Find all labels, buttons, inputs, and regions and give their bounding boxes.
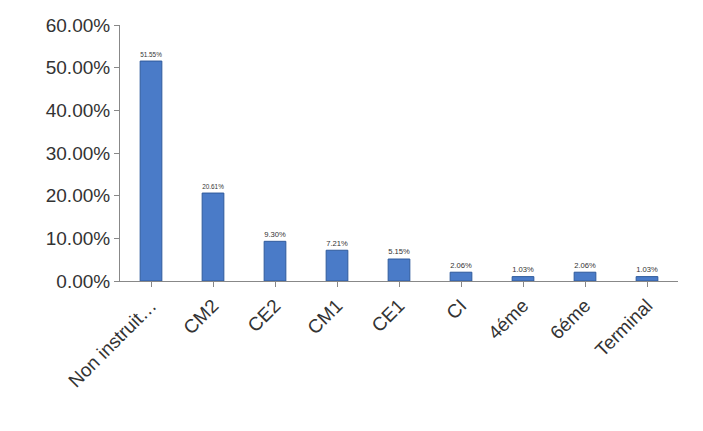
- svg-text:20.00%: 20.00%: [46, 185, 111, 206]
- svg-text:10.00%: 10.00%: [46, 228, 111, 249]
- svg-text:40.00%: 40.00%: [46, 100, 111, 121]
- svg-text:4éme: 4éme: [484, 295, 532, 343]
- svg-text:1.03%: 1.03%: [636, 265, 658, 274]
- svg-text:51.55%: 51.55%: [140, 51, 162, 58]
- svg-text:9.30%: 9.30%: [264, 230, 286, 239]
- svg-text:CE1: CE1: [368, 295, 409, 336]
- svg-text:CE2: CE2: [244, 295, 285, 336]
- svg-text:5.15%: 5.15%: [388, 247, 410, 256]
- svg-text:1.03%: 1.03%: [512, 265, 534, 274]
- svg-text:6éme: 6éme: [546, 295, 594, 343]
- svg-text:30.00%: 30.00%: [46, 143, 111, 164]
- svg-text:Terminal: Terminal: [591, 295, 657, 361]
- svg-text:Non instruit…: Non instruit…: [64, 295, 160, 391]
- svg-text:2.06%: 2.06%: [450, 261, 472, 270]
- svg-text:7.21%: 7.21%: [326, 239, 348, 248]
- svg-text:20.61%: 20.61%: [202, 183, 224, 190]
- svg-text:CM2: CM2: [179, 295, 222, 338]
- svg-text:0.00%: 0.00%: [56, 271, 110, 292]
- svg-text:CI: CI: [442, 295, 470, 323]
- svg-text:50.00%: 50.00%: [46, 57, 111, 78]
- svg-text:60.00%: 60.00%: [46, 15, 111, 36]
- svg-text:2.06%: 2.06%: [574, 261, 596, 270]
- svg-text:CM1: CM1: [303, 295, 346, 338]
